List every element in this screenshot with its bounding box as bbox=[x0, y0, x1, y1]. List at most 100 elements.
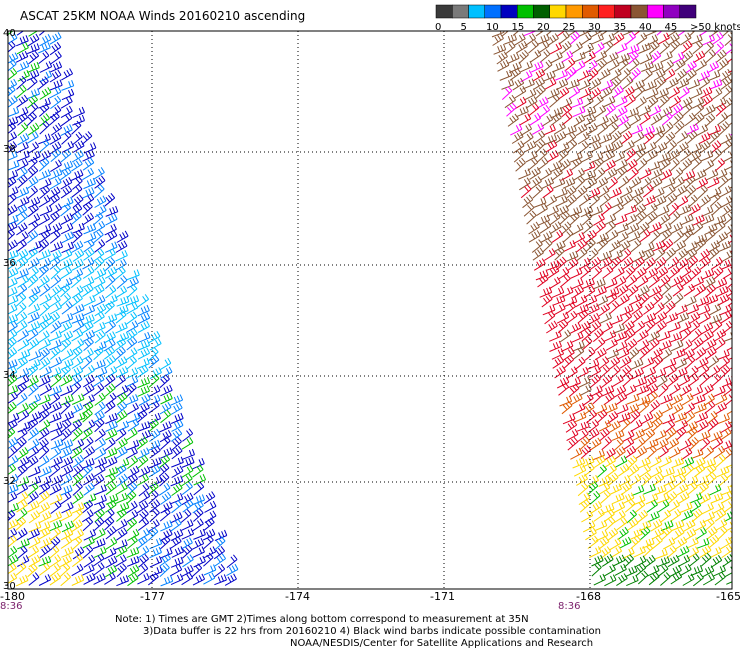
wind-barb bbox=[17, 410, 30, 423]
wind-barb bbox=[648, 40, 660, 55]
wind-barb bbox=[612, 202, 624, 216]
wind-barb bbox=[691, 508, 703, 523]
wind-barb bbox=[722, 439, 732, 451]
wind-barb bbox=[114, 374, 126, 388]
wind-barb bbox=[39, 113, 50, 127]
wind-barb bbox=[561, 103, 573, 118]
wind-barb bbox=[587, 419, 599, 433]
wind-barb bbox=[591, 33, 604, 45]
wind-barb bbox=[604, 574, 617, 587]
wind-barb bbox=[8, 286, 18, 298]
wind-barb bbox=[105, 481, 117, 496]
wind-barb bbox=[50, 500, 62, 514]
wind-barb bbox=[27, 122, 40, 136]
wind-barb bbox=[8, 106, 20, 118]
wind-barb bbox=[83, 493, 97, 505]
wind-barb bbox=[160, 491, 172, 505]
wind-barb bbox=[609, 537, 622, 551]
wind-barb bbox=[660, 393, 673, 405]
wind-barb bbox=[710, 140, 722, 154]
wind-barb bbox=[556, 31, 566, 37]
wind-barb bbox=[674, 240, 687, 253]
wind-barb bbox=[27, 427, 40, 441]
wind-barb bbox=[701, 213, 715, 226]
wind-barb bbox=[93, 517, 105, 531]
wind-barb bbox=[551, 348, 565, 360]
wind-barb bbox=[716, 285, 729, 298]
wind-barb bbox=[50, 203, 62, 216]
wind-barb bbox=[680, 327, 692, 342]
wind-barb bbox=[39, 366, 52, 379]
wind-barb bbox=[559, 210, 570, 225]
wind-barb bbox=[547, 33, 559, 47]
wind-barb bbox=[507, 52, 520, 65]
wind-barb bbox=[685, 68, 697, 83]
wind-barb bbox=[39, 302, 50, 317]
wind-barb bbox=[39, 465, 52, 478]
wind-barb bbox=[590, 385, 603, 397]
wind-barb bbox=[598, 482, 611, 495]
wind-barb bbox=[71, 574, 85, 586]
wind-barb bbox=[8, 239, 18, 252]
wind-barb bbox=[61, 301, 73, 315]
wind-barb bbox=[574, 176, 586, 190]
wind-barb bbox=[571, 331, 584, 343]
wind-barb bbox=[628, 58, 640, 72]
colorbar-label: 25 bbox=[563, 22, 576, 33]
wind-barb bbox=[542, 70, 556, 82]
wind-barb bbox=[203, 535, 214, 549]
wind-barb bbox=[49, 230, 61, 244]
wind-barb bbox=[692, 394, 706, 406]
wind-barb bbox=[27, 303, 41, 316]
wind-barb bbox=[713, 385, 726, 398]
wind-barb bbox=[531, 239, 543, 253]
wind-barb bbox=[607, 114, 619, 128]
wind-barb bbox=[669, 211, 681, 225]
wind-barb bbox=[646, 383, 659, 397]
wind-barb bbox=[552, 294, 566, 306]
wind-barb bbox=[733, 547, 740, 558]
wind-barb bbox=[49, 412, 62, 424]
wind-barb bbox=[204, 500, 217, 513]
wind-barb bbox=[8, 59, 17, 72]
wind-barb bbox=[60, 385, 73, 397]
wind-barb bbox=[61, 231, 74, 244]
wind-barb bbox=[693, 50, 706, 64]
wind-barb bbox=[652, 417, 663, 432]
wind-barb bbox=[82, 517, 94, 532]
wind-barb bbox=[203, 491, 216, 505]
wind-barb bbox=[536, 96, 549, 109]
wind-barb bbox=[585, 123, 598, 136]
wind-barb bbox=[609, 356, 621, 370]
wind-barb bbox=[93, 573, 106, 585]
wind-barb bbox=[694, 283, 707, 297]
wind-barb bbox=[660, 348, 673, 362]
wind-barb bbox=[693, 457, 706, 470]
wind-barb bbox=[93, 528, 106, 541]
plot-frame bbox=[7, 30, 733, 590]
wind-barb bbox=[520, 123, 533, 137]
wind-barb bbox=[83, 482, 95, 496]
wind-barb bbox=[92, 410, 105, 424]
wind-barb bbox=[60, 202, 71, 217]
wind-barb bbox=[684, 355, 696, 370]
wind-barb bbox=[709, 546, 722, 559]
wind-barb bbox=[638, 520, 652, 532]
wind-barb bbox=[598, 419, 612, 432]
wind-barb bbox=[543, 248, 556, 261]
wind-barb bbox=[49, 385, 62, 397]
wind-barb bbox=[646, 267, 659, 280]
wind-barb bbox=[707, 70, 721, 82]
wind-barb bbox=[670, 339, 684, 352]
wind-barb bbox=[695, 59, 707, 72]
wind-barb bbox=[522, 194, 534, 209]
wind-barb bbox=[675, 426, 687, 441]
wind-barb bbox=[641, 412, 654, 425]
wind-barb bbox=[619, 536, 632, 549]
wind-barb bbox=[721, 139, 732, 154]
wind-barb bbox=[160, 501, 173, 514]
wind-barb bbox=[726, 521, 732, 531]
wind-barb bbox=[82, 329, 96, 342]
wind-barb bbox=[104, 192, 116, 207]
wind-barb bbox=[689, 500, 702, 514]
